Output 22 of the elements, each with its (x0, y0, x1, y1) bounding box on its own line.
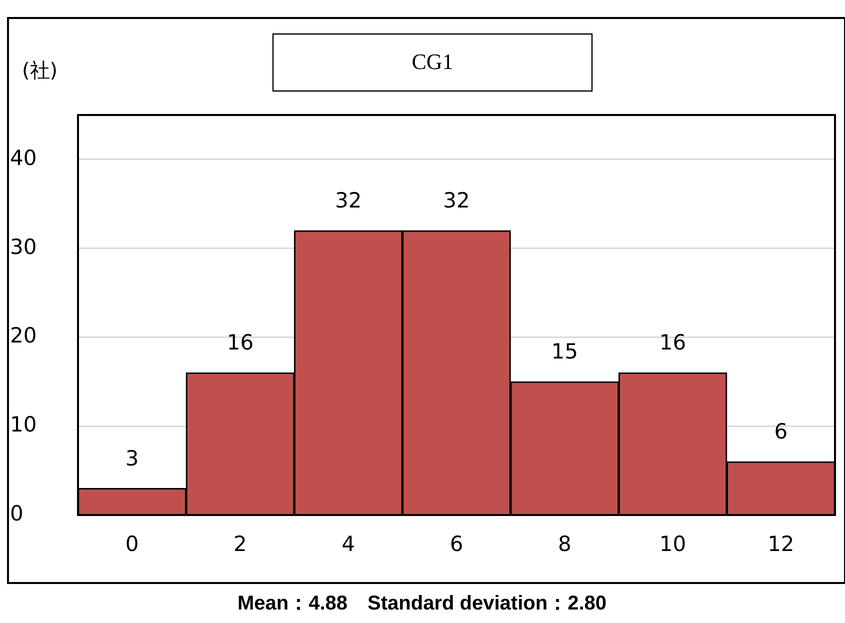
x-tick-label: 6 (450, 532, 464, 556)
data-label: 32 (334, 188, 362, 213)
x-tick-label: 2 (234, 532, 247, 556)
y-tick-label: 40 (10, 146, 37, 170)
y-tick-label: 30 (10, 234, 37, 259)
y-tick-label: 0 (10, 501, 24, 526)
x-tick-label: 10 (659, 532, 686, 556)
text: Mean：4.88 Standard deviation：2.80 (237, 592, 607, 615)
y-tick-label: 10 (10, 412, 37, 437)
data-label: 3 (125, 446, 139, 470)
y-axis-title: (社) (22, 58, 58, 82)
x-tick-label: 0 (125, 532, 139, 556)
data-label: 16 (659, 330, 686, 355)
data-label: 16 (226, 330, 254, 355)
data-label: 15 (551, 340, 578, 364)
chart-title: CG1 (412, 48, 454, 74)
x-tick-label: 12 (768, 532, 794, 556)
data-label: 32 (443, 188, 470, 213)
x-tick-label: 4 (342, 532, 356, 556)
data-label: 6 (774, 420, 788, 444)
y-tick-label: 20 (10, 324, 37, 348)
x-tick-label: 8 (558, 532, 572, 556)
